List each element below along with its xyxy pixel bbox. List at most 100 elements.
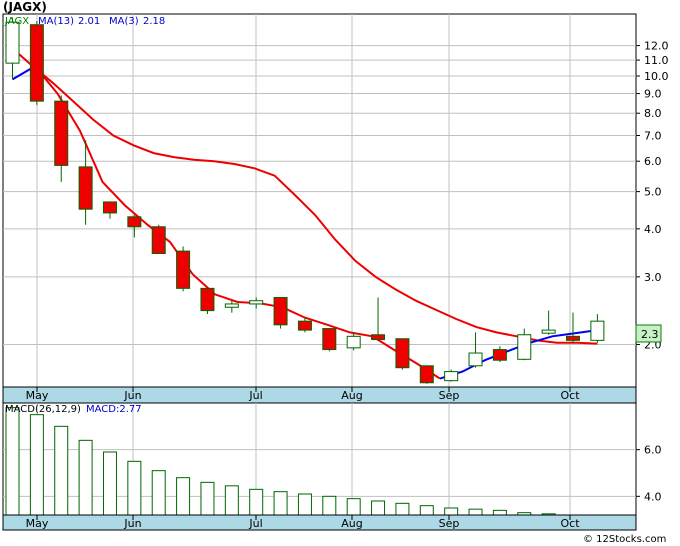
legend-ma3-label: MA(3) xyxy=(109,16,139,27)
price-xtick-label-2: Jul xyxy=(248,389,262,402)
macd-bar-20 xyxy=(492,509,507,516)
macd-xtick-label-3: Aug xyxy=(341,517,362,530)
candle-5 xyxy=(127,214,142,238)
macd-xtick-label-0: May xyxy=(26,517,49,530)
ma13-line xyxy=(11,47,598,345)
macd-bar-2 xyxy=(54,425,69,516)
candle-18 xyxy=(444,369,459,382)
legend-ma3-value: 2.18 xyxy=(143,16,165,27)
macd-bar-14 xyxy=(346,498,361,516)
price-y-axis: 12.011.010.09.08.07.06.05.04.03.02.0 xyxy=(636,40,669,351)
candle-body-15 xyxy=(371,334,386,341)
candle-14 xyxy=(346,332,361,351)
candle-body-3 xyxy=(78,166,93,210)
candle-3 xyxy=(78,140,93,225)
candle-11 xyxy=(273,297,288,329)
macd-bar-16 xyxy=(395,502,410,516)
price-ytick-label-7: 5.0 xyxy=(644,186,662,199)
macd-x-axis-band xyxy=(2,514,637,531)
candle-body-19 xyxy=(468,352,483,367)
macd-bar-13 xyxy=(322,495,337,516)
candle-body-21 xyxy=(517,334,532,360)
candle-2 xyxy=(54,95,69,182)
price-ytick-label-6: 6.0 xyxy=(644,155,662,168)
candle-10 xyxy=(249,297,264,309)
candle-4 xyxy=(102,201,117,219)
price-panel xyxy=(2,13,637,388)
ma13-layer xyxy=(11,47,598,345)
macd-ytick-label-0: 6.0 xyxy=(644,444,662,457)
candle-13 xyxy=(322,328,337,352)
candle-16 xyxy=(395,338,410,370)
legend-ma13-value: 2.01 xyxy=(78,16,100,27)
candle-body-11 xyxy=(273,297,288,326)
candle-body-6 xyxy=(151,226,166,255)
candle-body-9 xyxy=(224,303,239,308)
candle-0 xyxy=(5,17,20,80)
macd-legend-value: MACD:2.77 xyxy=(86,404,142,415)
credit-text: © 12Stocks.com xyxy=(583,534,666,545)
candle-8 xyxy=(200,287,215,315)
candle-body-10 xyxy=(249,300,264,305)
candle-20 xyxy=(492,346,507,363)
price-xtick-label-3: Aug xyxy=(341,389,362,402)
macd-xtick-label-1: Jun xyxy=(123,517,141,530)
price-ytick-label-8: 4.0 xyxy=(644,223,662,236)
candle-23 xyxy=(566,312,581,343)
price-xtick-label-5: Oct xyxy=(560,389,580,402)
macd-x-axis: May Jun Jul Aug Sep Oct xyxy=(26,515,580,530)
price-ytick-label-5: 7.0 xyxy=(644,129,662,142)
legend-ma13-label: MA(13) xyxy=(38,16,74,27)
macd-bar-8 xyxy=(200,481,215,516)
macd-legend-label: MACD(26,12,9) xyxy=(5,404,81,415)
candle-7 xyxy=(176,246,191,292)
candle-24 xyxy=(590,314,605,343)
macd-bar-12 xyxy=(297,493,312,516)
price-gridlines xyxy=(3,14,636,387)
candle-body-2 xyxy=(54,100,69,166)
macd-panel xyxy=(2,402,637,516)
macd-bar-4 xyxy=(102,451,117,516)
macd-bar-9 xyxy=(224,485,239,516)
candle-body-4 xyxy=(102,201,117,214)
price-ytick-label-9: 3.0 xyxy=(644,271,662,284)
macd-y-axis: 6.0 4.0 xyxy=(636,444,662,503)
candles-layer xyxy=(5,17,605,384)
macd-bar-11 xyxy=(273,491,288,516)
macd-bar-15 xyxy=(371,500,386,516)
macd-bar-3 xyxy=(78,439,93,516)
macd-xtick-label-2: Jul xyxy=(248,517,262,530)
macd-bar-1 xyxy=(29,414,44,516)
candle-body-23 xyxy=(566,335,581,341)
macd-bar-19 xyxy=(468,508,483,516)
price-xtick-label-4: Sep xyxy=(439,389,460,402)
macd-bars-layer xyxy=(5,407,556,516)
candle-9 xyxy=(224,300,239,313)
candle-body-20 xyxy=(492,349,507,361)
price-xtick-label-1: Jun xyxy=(123,389,141,402)
macd-bar-6 xyxy=(151,470,166,516)
candle-body-18 xyxy=(444,371,459,382)
macd-ytick-label-1: 4.0 xyxy=(644,490,662,503)
candle-body-8 xyxy=(200,287,215,312)
candle-body-16 xyxy=(395,338,410,369)
chart-title: (JAGX) xyxy=(3,0,47,14)
candle-body-0 xyxy=(5,21,20,64)
legend-symbol: JAGX xyxy=(4,16,29,27)
macd-xtick-label-5: Oct xyxy=(560,517,580,530)
macd-bar-18 xyxy=(444,507,459,516)
candle-body-7 xyxy=(176,250,191,289)
macd-xtick-label-4: Sep xyxy=(439,517,460,530)
candle-12 xyxy=(297,317,312,333)
candle-body-5 xyxy=(127,216,142,228)
candle-body-22 xyxy=(541,329,556,334)
candle-15 xyxy=(371,297,386,341)
candle-body-17 xyxy=(419,365,434,384)
macd-bar-17 xyxy=(419,505,434,516)
last-price-badge xyxy=(635,324,662,343)
candle-19 xyxy=(468,332,483,368)
macd-bar-7 xyxy=(176,477,191,516)
candle-6 xyxy=(151,224,166,255)
candle-body-13 xyxy=(322,328,337,351)
